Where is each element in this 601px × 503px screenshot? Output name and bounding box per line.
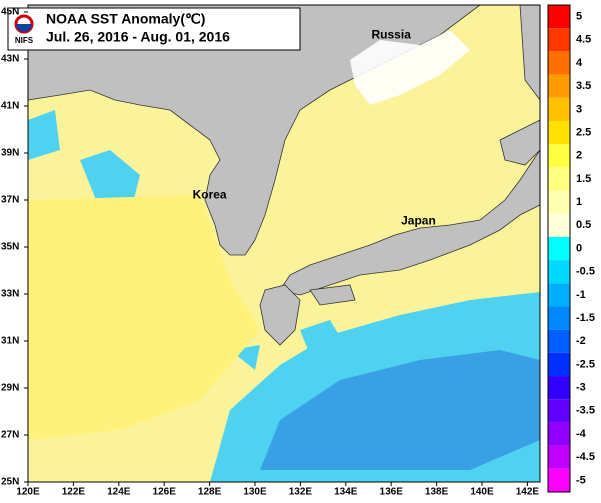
colorbar-label: -0.5 xyxy=(576,266,595,278)
colorbar-segment xyxy=(548,422,570,446)
colorbar-segment xyxy=(548,97,570,121)
land-islands xyxy=(259,4,541,346)
colorbar-label: -4.5 xyxy=(576,451,595,463)
colorbar-label: 0.5 xyxy=(576,219,591,231)
colorbar-segment xyxy=(548,190,570,214)
colorbar-segment xyxy=(548,74,570,98)
colorbar-segment xyxy=(548,120,570,145)
colorbar-segment xyxy=(548,167,570,191)
colorbar-segment xyxy=(548,5,570,29)
map-frame xyxy=(27,4,541,483)
warm-anomaly-area xyxy=(28,195,260,440)
lon-tick-label: 126E xyxy=(153,487,177,498)
colorbar-segment xyxy=(548,399,570,423)
colorbar-label: -2 xyxy=(576,335,586,347)
colorbar-label: -4 xyxy=(576,428,587,440)
colorbar-label: 1.5 xyxy=(576,173,591,185)
colorbar-label: 3 xyxy=(576,103,582,115)
map-title: NOAA SST Anomaly(℃) xyxy=(46,11,205,27)
lat-tick-label: 31N xyxy=(1,336,19,347)
colorbar-label: 3.5 xyxy=(576,80,591,92)
colorbar-segment xyxy=(548,236,570,261)
lat-tick-label: 33N xyxy=(1,289,19,300)
place-label: Russia xyxy=(372,28,412,42)
colorbar-segment xyxy=(548,213,570,237)
lon-tick-label: 134E xyxy=(334,487,358,498)
colorbar-label: 5 xyxy=(576,11,582,23)
lon-tick-label: 138E xyxy=(425,487,449,498)
lat-tick-label: 43N xyxy=(1,54,19,65)
colorbar-label: 0 xyxy=(576,242,582,254)
colorbar-label: -1 xyxy=(576,289,586,301)
colorbar-segment xyxy=(548,28,570,52)
colorbar-segment xyxy=(548,445,570,469)
cool-anomaly-core xyxy=(260,350,540,470)
lat-tick-label: 35N xyxy=(1,242,19,253)
lat-tick-label: 37N xyxy=(1,195,19,206)
place-label: Japan xyxy=(401,213,436,227)
lon-tick-label: 136E xyxy=(380,487,404,498)
lon-tick-label: 122E xyxy=(62,487,86,498)
lon-tick-label: 120E xyxy=(16,487,40,498)
lat-tick-label: 45N xyxy=(1,7,19,18)
lon-tick-label: 124E xyxy=(107,487,131,498)
colorbar-label: 2 xyxy=(576,150,582,162)
colorbar-label: 4 xyxy=(576,57,583,69)
colorbar-segment xyxy=(548,51,570,75)
colorbar-segment xyxy=(548,260,570,284)
colorbar-segment xyxy=(548,329,570,353)
colorbar-label: 2.5 xyxy=(576,126,591,138)
cool-anomaly-patch xyxy=(28,110,345,370)
cloud-mask xyxy=(350,30,470,105)
colorbar-segment xyxy=(548,306,570,330)
colorbar-label: -3.5 xyxy=(576,405,595,417)
colorbar-segment xyxy=(548,376,570,400)
logo-text: NIFS xyxy=(15,36,34,45)
land-honshu xyxy=(279,148,541,296)
lon-tick-label: 128E xyxy=(198,487,222,498)
colorbar-frame xyxy=(547,4,571,493)
colorbar-segment xyxy=(548,144,570,168)
lat-tick-label: 29N xyxy=(1,383,19,394)
lon-tick-label: 132E xyxy=(289,487,313,498)
colorbar-segment xyxy=(548,468,570,492)
lon-tick-label: 140E xyxy=(470,487,494,498)
colorbar-segment xyxy=(548,352,570,377)
colorbar-label: -5 xyxy=(576,474,586,486)
lat-tick-label: 39N xyxy=(1,148,19,159)
colorbar-label: 1 xyxy=(576,196,582,208)
lon-tick-label: 130E xyxy=(243,487,267,498)
colorbar-segment xyxy=(548,283,570,307)
colorbar-label: 4.5 xyxy=(576,34,591,46)
map-subtitle: Jul. 26, 2016 - Aug. 01, 2016 xyxy=(46,29,230,45)
colorbar-label: -1.5 xyxy=(576,312,595,324)
lat-tick-label: 41N xyxy=(1,101,19,112)
place-label: Korea xyxy=(193,187,227,201)
colorbar-label: -3 xyxy=(576,382,586,394)
colorbar-label: -2.5 xyxy=(576,358,595,370)
lon-tick-label: 142E xyxy=(516,487,540,498)
lat-tick-label: 25N xyxy=(1,477,19,488)
title-box xyxy=(7,7,301,51)
logo-mark xyxy=(16,24,32,32)
lat-tick-label: 27N xyxy=(1,430,19,441)
